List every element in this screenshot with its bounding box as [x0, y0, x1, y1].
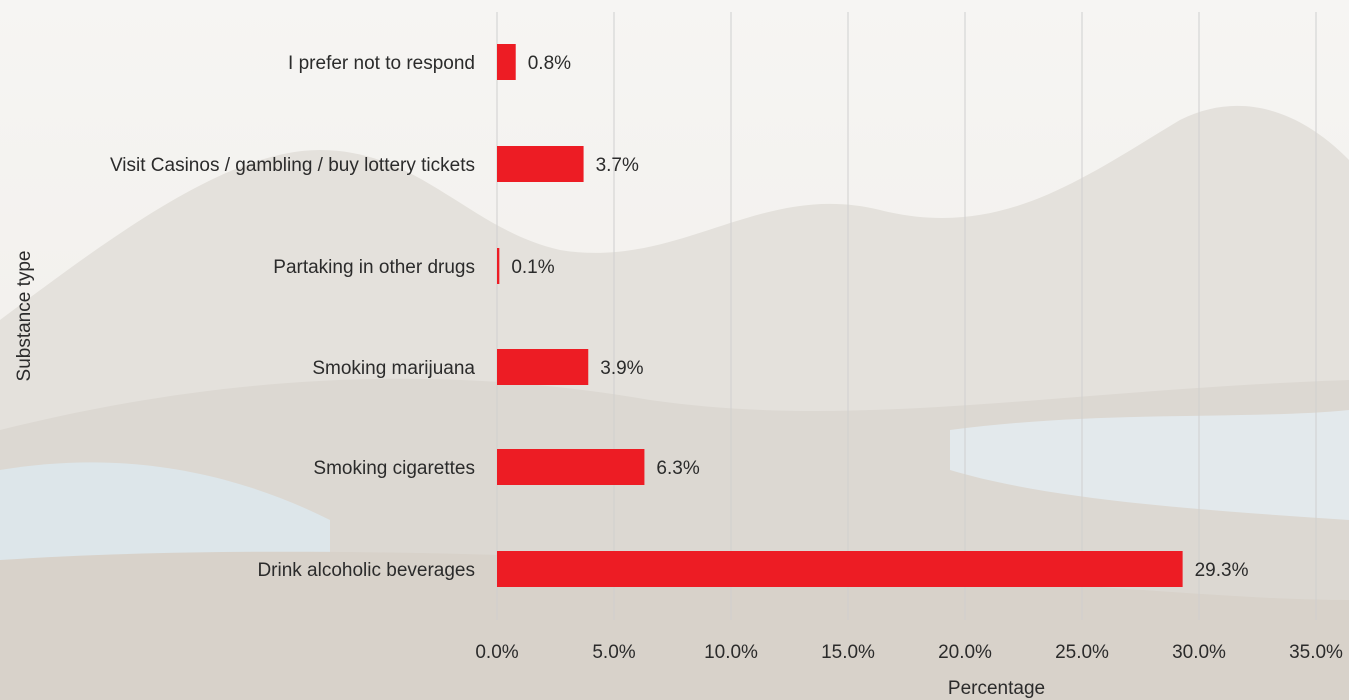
category-label: Drink alcoholic beverages	[257, 560, 475, 581]
bar	[497, 551, 1183, 587]
value-label: 6.3%	[656, 458, 699, 479]
bar	[497, 449, 645, 485]
category-label: Visit Casinos / gambling / buy lottery t…	[110, 155, 475, 176]
x-tick-labels: 0.0% 5.0% 10.0% 15.0% 20.0% 25.0% 30.0% 35.0%	[475, 642, 1343, 663]
category-labels: I prefer not to respond Visit Casinos / g…	[110, 53, 475, 581]
x-tick-label: 35.0%	[1289, 642, 1343, 663]
gridlines	[496, 12, 1317, 620]
x-tick-label: 25.0%	[1055, 642, 1109, 663]
bar	[497, 349, 589, 385]
value-label: 3.9%	[600, 358, 643, 379]
category-label: I prefer not to respond	[288, 53, 475, 74]
category-label: Partaking in other drugs	[273, 257, 475, 278]
x-axis-title: Percentage	[948, 678, 1045, 699]
x-tick-label: 10.0%	[704, 642, 758, 663]
x-tick-label: 0.0%	[475, 642, 518, 663]
x-tick-label: 15.0%	[821, 642, 875, 663]
value-labels: 0.8% 3.7% 0.1% 3.9% 6.3% 29.3%	[511, 53, 1248, 581]
value-label: 0.8%	[528, 53, 571, 74]
x-tick-label: 5.0%	[592, 642, 635, 663]
bars	[497, 44, 1183, 587]
bar	[497, 248, 500, 284]
y-axis-title: Substance type	[14, 251, 35, 382]
x-tick-label: 30.0%	[1172, 642, 1226, 663]
category-label: Smoking marijuana	[312, 358, 475, 379]
category-label: Smoking cigarettes	[313, 458, 475, 479]
bar	[497, 146, 584, 182]
value-label: 29.3%	[1195, 560, 1249, 581]
bar	[497, 44, 516, 80]
value-label: 0.1%	[511, 257, 554, 278]
x-tick-label: 20.0%	[938, 642, 992, 663]
value-label: 3.7%	[596, 155, 639, 176]
